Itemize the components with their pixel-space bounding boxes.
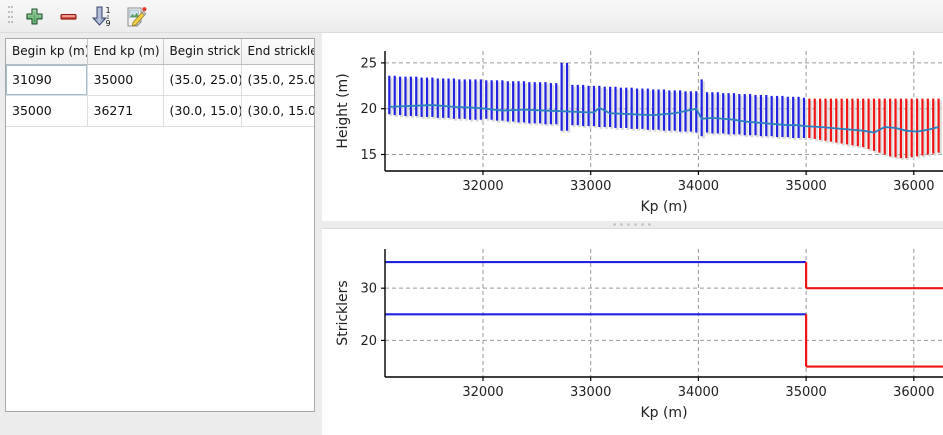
sort-descending-icon: 1 9: [89, 5, 115, 27]
y-tick-label: 20: [360, 102, 377, 117]
cell-begin-stricklers[interactable]: (30.0, 15.0): [163, 95, 242, 127]
toolbar: 1 9: [0, 0, 943, 33]
sort-icon-top-label: 1: [105, 6, 110, 15]
y-tick-label: 15: [360, 148, 377, 163]
plus-icon: [25, 7, 44, 26]
cell-begin-kp[interactable]: 35000: [6, 95, 88, 127]
x-tick-label: 34000: [678, 385, 719, 400]
x-tick-label: 36000: [893, 385, 934, 400]
y-tick-label: 25: [360, 56, 377, 71]
y-tick-label: 20: [360, 334, 377, 349]
x-tick-label: 34000: [678, 179, 719, 194]
edit-note-icon: [125, 6, 147, 27]
column-header-end-kp[interactable]: End kp (m): [87, 39, 164, 65]
remove-row-button[interactable]: [52, 1, 84, 31]
column-header-begin-stricklers[interactable]: Begin strickle: [163, 39, 242, 65]
y-axis-label: Stricklers: [335, 280, 351, 345]
toolbar-drag-handle[interactable]: [3, 5, 17, 27]
height-chart[interactable]: 32000 33000 34000 35000 36000 15 20 25 Kp (m) Hei…: [322, 32, 943, 222]
segments-table: Begin kp (m) End kp (m) Begin strickle E…: [6, 39, 314, 127]
stricklers-chart[interactable]: 32000 33000 34000 35000 36000 20 30 Kp (m) Stric…: [322, 228, 943, 435]
bar-series: [808, 98, 942, 161]
sort-icon-bottom-label: 9: [105, 19, 110, 27]
x-tick-label: 32000: [462, 385, 503, 400]
x-tick-label: 33000: [570, 385, 611, 400]
x-tick-label: 32000: [462, 179, 503, 194]
x-tick-label: 33000: [570, 179, 611, 194]
x-axis-label: Kp (m): [640, 199, 687, 215]
charts-splitter[interactable]: [322, 221, 943, 228]
profile-line: [389, 104, 939, 134]
cell-begin-stricklers[interactable]: (35.0, 25.0): [163, 64, 242, 96]
table-header-row: Begin kp (m) End kp (m) Begin strickle E…: [6, 39, 314, 65]
column-header-end-stricklers[interactable]: End strickler: [241, 39, 314, 65]
segments-table-panel[interactable]: Begin kp (m) End kp (m) Begin strickle E…: [5, 38, 315, 412]
minus-icon: [59, 7, 78, 26]
x-tick-label: 36000: [893, 179, 934, 194]
edit-button[interactable]: [120, 1, 152, 31]
bar-series: [388, 62, 808, 141]
charts-column: 32000 33000 34000 35000 36000 15 20 25 Kp (m) Hei…: [322, 32, 943, 435]
cell-end-stricklers[interactable]: (30.0, 15.0): [241, 95, 314, 127]
cell-end-kp[interactable]: 35000: [87, 64, 164, 96]
y-axis-label: Height (m): [335, 73, 351, 148]
x-axis-label: Kp (m): [640, 405, 687, 421]
cell-begin-kp[interactable]: 31090: [6, 64, 88, 96]
table-row[interactable]: 31090 35000 (35.0, 25.0) (35.0, 25.0): [6, 64, 314, 96]
column-header-begin-kp[interactable]: Begin kp (m): [6, 39, 88, 65]
cell-end-stricklers[interactable]: (35.0, 25.0): [241, 64, 314, 96]
y-tick-label: 30: [360, 282, 377, 297]
sort-descending-button[interactable]: 1 9: [86, 1, 118, 31]
cell-end-kp[interactable]: 36271: [87, 95, 164, 127]
x-tick-label: 35000: [785, 385, 826, 400]
table-row[interactable]: 35000 36271 (30.0, 15.0) (30.0, 15.0): [6, 95, 314, 127]
add-row-button[interactable]: [18, 1, 50, 31]
x-tick-label: 35000: [785, 179, 826, 194]
